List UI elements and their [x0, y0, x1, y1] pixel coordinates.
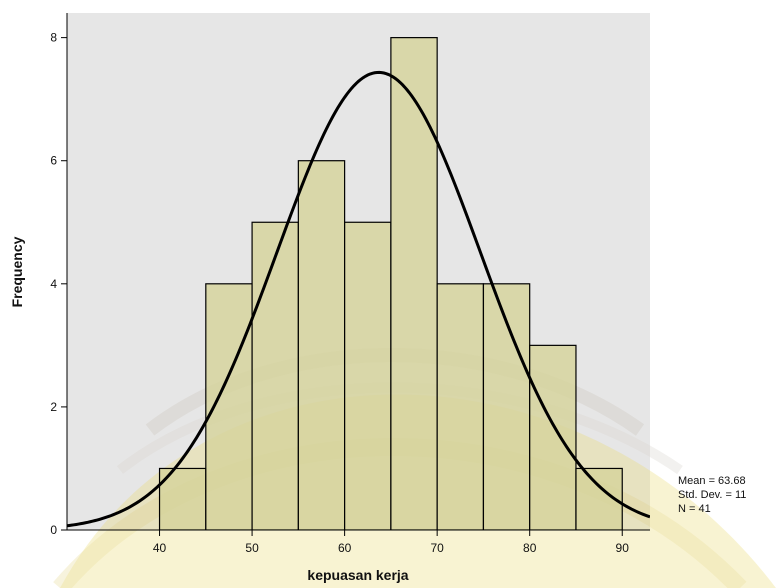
bar-70-75 [436, 283, 485, 530]
x-tick-label-50: 50 [245, 541, 259, 555]
y-tick-label-2: 2 [50, 400, 57, 414]
axes-group: 0 2 4 6 8 40 50 60 70 80 90 [50, 13, 650, 555]
x-axis-title: kepuasan kerja [307, 567, 408, 583]
bar-60-65 [344, 221, 392, 530]
y-tick-label-6: 6 [50, 154, 57, 168]
statistics-box: Mean = 63.68 Std. Dev. = 11 N = 41 [678, 475, 746, 515]
bar-80-85 [529, 344, 577, 530]
stat-n: N = 41 [678, 503, 711, 515]
x-tick-label-80: 80 [523, 541, 537, 555]
normal-curve-group [67, 70, 650, 528]
y-tick-label-4: 4 [50, 277, 57, 291]
y-axis-title: Frequency [9, 236, 25, 307]
stat-std-dev: Std. Dev. = 11 [678, 489, 746, 501]
bar-50-55 [251, 221, 299, 530]
y-tick-label-0: 0 [50, 523, 57, 537]
y-tick-label-8: 8 [50, 31, 57, 45]
x-tick-label-60: 60 [338, 541, 352, 555]
normal-curve-line [67, 70, 650, 528]
x-tick-label-90: 90 [616, 541, 630, 555]
x-tick-label-70: 70 [430, 541, 444, 555]
x-tick-label-40: 40 [153, 541, 167, 555]
bar-55-60 [297, 160, 346, 530]
bar-65-70 [390, 37, 438, 530]
stat-mean: Mean = 63.68 [678, 475, 746, 487]
